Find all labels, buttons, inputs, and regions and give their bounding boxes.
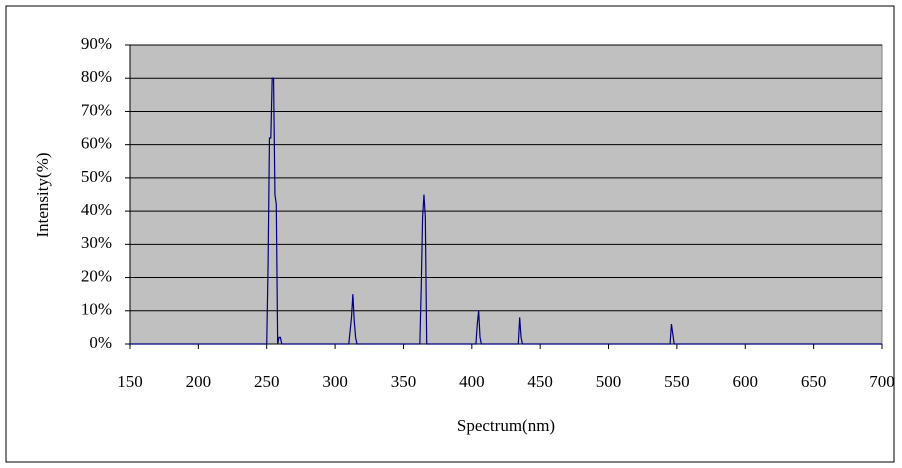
y-tick-label: 70% — [81, 100, 112, 119]
y-tick-label: 50% — [81, 167, 112, 186]
spectrum-line — [130, 77, 882, 345]
y-tick-label: 60% — [81, 134, 112, 153]
x-tick-label: 300 — [322, 372, 348, 391]
y-tick-label: 10% — [81, 300, 112, 319]
y-axis-title: Intensity(%) — [33, 153, 52, 238]
x-tick-label: 250 — [254, 372, 280, 391]
y-tick-label: 30% — [81, 233, 112, 252]
x-tick-label: 150 — [117, 372, 143, 391]
x-tick-label: 550 — [664, 372, 690, 391]
x-tick-label: 200 — [186, 372, 212, 391]
y-tick-label: 20% — [81, 266, 112, 285]
y-tick-label: 80% — [81, 67, 112, 86]
y-tick-label: 90% — [81, 34, 112, 53]
x-tick-label: 400 — [459, 372, 485, 391]
x-tick-label: 350 — [391, 372, 417, 391]
x-axis-title: Spectrum(nm) — [457, 416, 555, 435]
x-tick-label: 650 — [801, 372, 827, 391]
y-tick-label: 0% — [89, 333, 112, 352]
x-tick-label: 450 — [527, 372, 553, 391]
x-tick-label: 700 — [869, 372, 895, 391]
x-tick-label: 600 — [733, 372, 759, 391]
x-tick-label: 500 — [596, 372, 622, 391]
y-tick-label: 40% — [81, 200, 112, 219]
plot-area — [129, 44, 883, 345]
